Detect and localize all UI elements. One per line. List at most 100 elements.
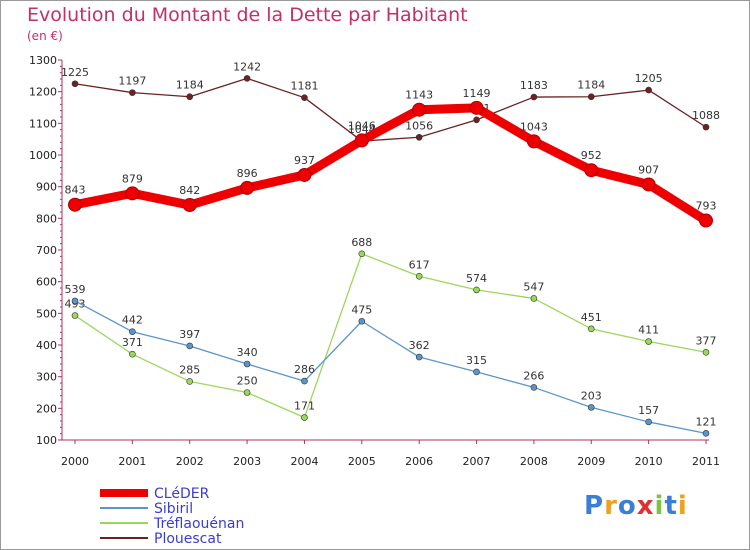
data-point [354,133,369,148]
y-tick-label: 500 [36,307,57,320]
logo-letter: o [617,491,637,521]
logo-letter: i [677,491,688,521]
x-tick-label: 2007 [463,455,491,468]
data-point [645,338,652,345]
data-point [641,177,656,192]
data-label: 362 [409,339,430,352]
chart-title: Evolution du Montant de la Dette par Hab… [27,4,468,26]
data-point [182,198,197,213]
data-label: 1056 [405,119,433,132]
data-label: 1225 [61,66,89,79]
data-point [186,378,194,385]
data-point [530,295,538,302]
data-label: 157 [638,404,659,417]
y-tick-label: 800 [36,212,57,225]
y-tick-label: 1300 [29,54,57,67]
y-tick-label: 200 [36,402,57,415]
data-label: 793 [696,200,717,213]
series-line [70,103,711,226]
data-point [129,89,136,96]
data-label: 952 [581,149,602,162]
y-tick-label: 100 [36,434,57,447]
data-point [358,317,366,325]
data-label: 250 [237,375,258,388]
data-point [530,384,538,391]
data-label: 1149 [463,87,491,100]
data-label: 1088 [692,109,720,122]
data-point [473,116,480,124]
data-point [415,133,423,141]
data-point [243,360,251,368]
data-point [71,80,79,88]
data-point [702,430,710,437]
data-label: 286 [294,363,315,376]
data-label: 547 [523,280,544,293]
y-tick-label: 700 [36,244,57,257]
logo-letter: i [654,491,665,521]
data-point [243,75,251,82]
data-label: 285 [179,363,200,376]
data-point [645,418,652,426]
data-label: 1181 [290,80,318,93]
data-label: 1184 [577,79,605,92]
y-tick-label: 900 [36,181,57,194]
y-tick-label: 400 [36,339,57,352]
data-label: 371 [122,336,143,349]
data-label: 539 [65,283,86,296]
x-tick-label: 2001 [118,455,146,468]
y-tick-label: 1000 [29,149,57,162]
data-point [587,404,595,411]
logo-letter: t [664,491,678,521]
data-point [412,102,427,117]
data-label: 1046 [348,119,376,132]
data-point [473,286,480,294]
data-label: 937 [294,154,315,167]
series-line [74,77,707,142]
data-point [301,414,308,421]
legend-label: Tréflaouénan [153,516,244,532]
data-point [68,197,82,212]
logo-letter: P [584,491,605,521]
data-point [645,86,652,94]
data-point [699,213,713,228]
x-tick-label: 2002 [176,455,204,468]
x-tick-label: 2005 [348,455,376,468]
data-label: 1143 [405,89,433,102]
data-label: 842 [179,184,200,197]
data-point [530,93,538,101]
data-label: 1184 [176,79,204,92]
data-label: 879 [122,172,143,185]
data-label: 377 [696,334,717,347]
data-point [702,123,710,131]
y-tick-label: 300 [36,371,57,384]
legend-label: CLéDER [154,486,210,502]
y-tick-label: 1200 [29,86,57,99]
data-label: 843 [65,184,86,197]
data-point [415,272,423,280]
data-label: 121 [696,415,717,428]
data-label: 451 [581,311,602,324]
logo-letter: r [604,491,618,521]
data-point [125,186,140,201]
chart-subtitle: (en €) [27,29,63,43]
data-label: 315 [466,354,487,367]
data-label: 896 [237,167,258,180]
data-label: 397 [179,328,200,341]
x-tick-label: 2011 [692,455,720,468]
data-point [358,250,366,258]
x-tick-label: 2006 [405,455,433,468]
data-point [415,353,423,361]
series-line [74,300,707,435]
data-point [129,328,136,336]
data-point [129,350,136,358]
data-point [473,368,480,376]
x-tick-label: 2003 [233,455,261,468]
x-tick-label: 2008 [520,455,548,468]
data-label: 442 [122,314,143,327]
data-point [243,389,251,396]
x-tick-label: 2009 [577,455,605,468]
data-label: 688 [351,236,372,249]
data-label: 1183 [520,79,548,92]
data-label: 266 [523,369,544,382]
